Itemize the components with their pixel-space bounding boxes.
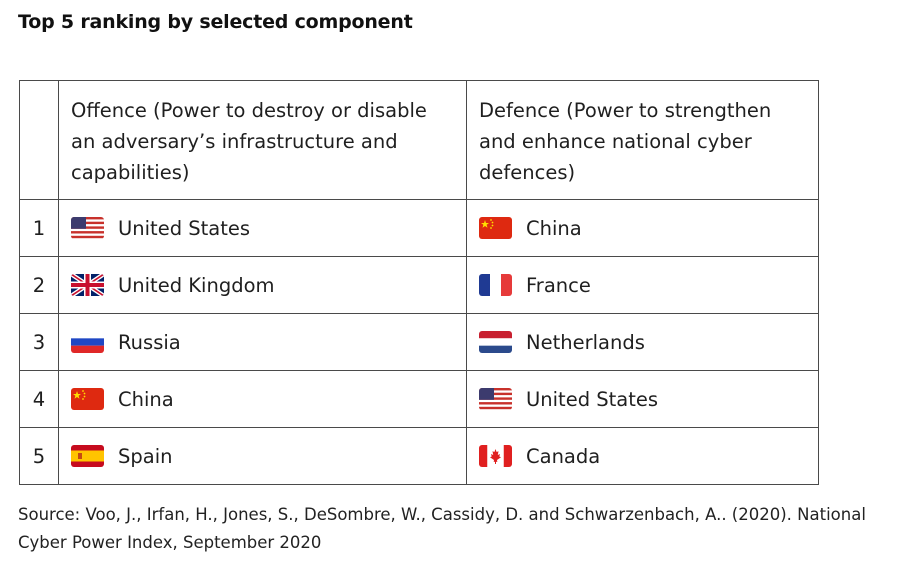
defence-header: Defence (Power to strengthen and enhance… xyxy=(466,80,819,200)
country-name: Spain xyxy=(118,444,173,468)
rank-cell: 4 xyxy=(19,370,59,428)
offence-cell: China xyxy=(58,370,467,428)
table-row: 1 United States China xyxy=(19,199,819,257)
defence-cell: Canada xyxy=(466,427,819,485)
table-row: 5 Spain Canada xyxy=(19,427,819,485)
country-name: Canada xyxy=(526,444,601,468)
rank-header xyxy=(19,80,59,200)
offence-cell: United States xyxy=(58,199,467,257)
france-flag-icon xyxy=(479,274,512,296)
ranking-table: Offence (Power to destroy or disable an … xyxy=(19,80,819,485)
offence-cell: United Kingdom xyxy=(58,256,467,314)
country-name: United States xyxy=(526,387,659,411)
spain-flag-icon xyxy=(71,445,104,467)
country-name: France xyxy=(526,273,591,297)
china-flag-icon xyxy=(479,217,512,239)
defence-header-text: Defence (Power to strengthen and enhance… xyxy=(479,99,772,184)
russia-flag-icon xyxy=(71,331,104,353)
defence-cell: Netherlands xyxy=(466,313,819,371)
country-name: Russia xyxy=(118,330,181,354)
page-title: Top 5 ranking by selected component xyxy=(18,11,413,33)
country-name: United States xyxy=(118,216,251,240)
us-flag-icon xyxy=(71,217,104,239)
rank-cell: 3 xyxy=(19,313,59,371)
netherlands-flag-icon xyxy=(479,331,512,353)
table-row: 2 United Kingdom France xyxy=(19,256,819,314)
canada-flag-icon xyxy=(479,445,512,467)
defence-cell: China xyxy=(466,199,819,257)
source-citation: Source: Voo, J., Irfan, H., Jones, S., D… xyxy=(18,505,866,552)
offence-header-text: Offence (Power to destroy or disable an … xyxy=(71,99,427,184)
country-name: United Kingdom xyxy=(118,273,275,297)
rank-cell: 2 xyxy=(19,256,59,314)
china-flag-icon xyxy=(71,388,104,410)
offence-cell: Russia xyxy=(58,313,467,371)
table-row: 3 Russia Netherlands xyxy=(19,313,819,371)
rank-cell: 1 xyxy=(19,199,59,257)
table-header-row: Offence (Power to destroy or disable an … xyxy=(19,80,819,200)
country-name: Netherlands xyxy=(526,330,645,354)
rank-cell: 5 xyxy=(19,427,59,485)
us-flag-icon xyxy=(479,388,512,410)
uk-flag-icon xyxy=(71,274,104,296)
defence-cell: France xyxy=(466,256,819,314)
offence-header: Offence (Power to destroy or disable an … xyxy=(58,80,467,200)
defence-cell: United States xyxy=(466,370,819,428)
table-row: 4 China United States xyxy=(19,370,819,428)
country-name: China xyxy=(526,216,582,240)
offence-cell: Spain xyxy=(58,427,467,485)
country-name: China xyxy=(118,387,174,411)
